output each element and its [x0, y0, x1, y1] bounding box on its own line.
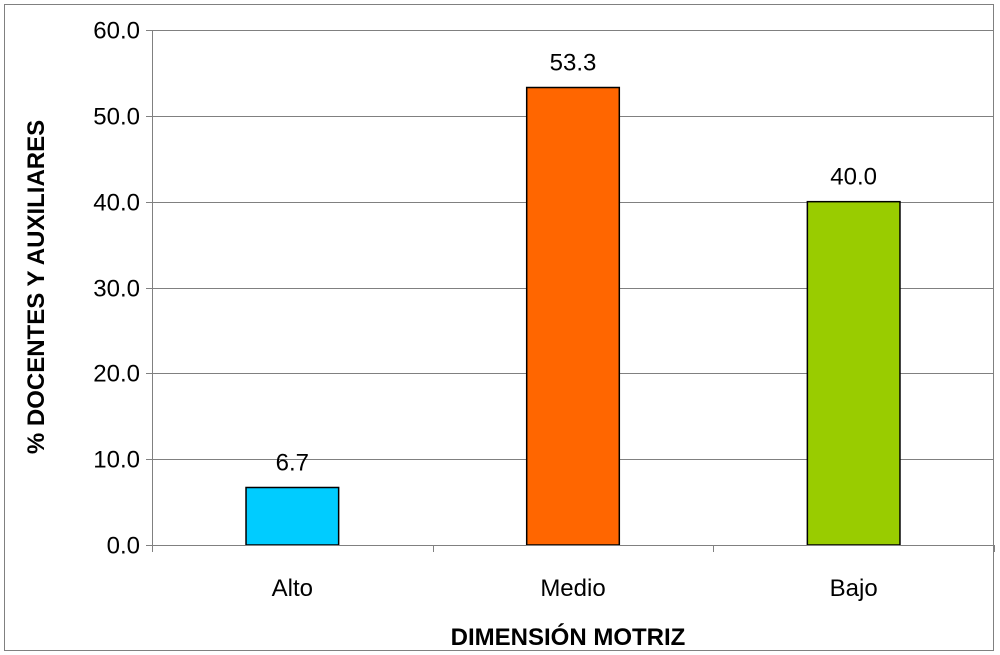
y-tick-label: 0.0 — [107, 533, 140, 560]
y-tick-label: 30.0 — [93, 276, 140, 303]
y-tick-label: 40.0 — [93, 190, 140, 217]
y-tick-label: 20.0 — [93, 361, 140, 388]
x-tick-label: Alto — [272, 575, 313, 602]
data-label: 6.7 — [276, 449, 309, 476]
y-tick-label: 10.0 — [93, 447, 140, 474]
bar-bajo — [806, 200, 901, 546]
bar-alto — [245, 486, 340, 546]
x-tick-label: Medio — [540, 575, 605, 602]
axes — [146, 30, 995, 552]
y-tick-label: 60.0 — [93, 18, 140, 45]
labels: 0.0 10.0 20.0 30.0 40.0 50.0 60.0 6.7 Alto 53.3 Me… — [93, 18, 877, 603]
data-label: 40.0 — [830, 164, 877, 191]
x-axis-title: DIMENSIÓN MOTRIZ — [451, 623, 686, 651]
data-label: 53.3 — [550, 50, 597, 77]
bar-medio — [525, 86, 621, 546]
y-axis-title: % DOCENTES Y AUXILIARES — [23, 120, 50, 454]
x-tick-label: Bajo — [830, 575, 878, 602]
bars — [245, 86, 901, 546]
y-tick-label: 50.0 — [93, 104, 140, 131]
